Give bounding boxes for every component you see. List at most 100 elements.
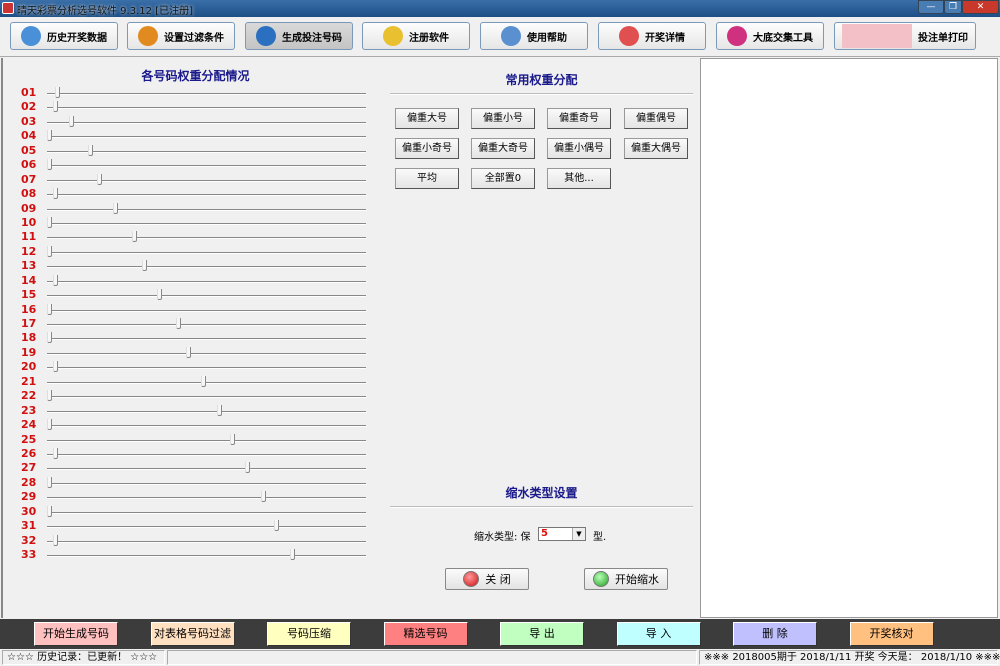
slider-thumb[interactable]: [176, 318, 182, 330]
toolbar-button-5[interactable]: 开奖详情: [598, 22, 706, 50]
weight-slider[interactable]: [47, 410, 366, 413]
preset-button[interactable]: 偏重奇号: [547, 108, 611, 129]
slider-thumb[interactable]: [47, 476, 52, 488]
weight-slider[interactable]: [47, 237, 366, 240]
slider-thumb[interactable]: [53, 534, 59, 546]
slider-thumb[interactable]: [97, 173, 103, 185]
shrink-type-select[interactable]: 5 ▼: [538, 527, 586, 541]
slider-thumb[interactable]: [229, 433, 235, 445]
action-button-1[interactable]: 对表格号码过滤: [150, 622, 235, 646]
preset-button[interactable]: 全部置0: [471, 168, 535, 189]
preset-button[interactable]: 偏重大号: [395, 108, 459, 129]
slider-thumb[interactable]: [261, 491, 267, 503]
action-button-4[interactable]: 导 出: [500, 622, 584, 646]
weight-slider[interactable]: [47, 136, 366, 139]
weight-slider[interactable]: [47, 468, 366, 471]
slider-thumb[interactable]: [113, 202, 119, 214]
weight-slider[interactable]: [47, 439, 366, 442]
action-button-7[interactable]: 开奖核对: [849, 622, 934, 646]
close-button[interactable]: 关 闭: [445, 568, 529, 590]
weight-slider[interactable]: [47, 555, 366, 558]
slider-thumb[interactable]: [69, 115, 75, 127]
slider-thumb[interactable]: [53, 274, 59, 286]
weight-slider[interactable]: [47, 179, 366, 182]
slider-thumb[interactable]: [47, 390, 52, 402]
toolbar-button-3[interactable]: 注册软件: [362, 22, 470, 50]
preset-button[interactable]: 其他...: [547, 168, 611, 189]
preset-button[interactable]: 偏重小奇号: [395, 138, 459, 159]
slider-thumb[interactable]: [289, 549, 295, 561]
weight-slider[interactable]: [47, 511, 366, 514]
action-button-0[interactable]: 开始生成号码: [34, 622, 118, 646]
chevron-down-icon[interactable]: ▼: [572, 528, 585, 540]
slider-thumb[interactable]: [141, 260, 147, 272]
slider-thumb[interactable]: [87, 144, 93, 156]
weight-slider[interactable]: [47, 396, 366, 399]
slider-thumb[interactable]: [47, 303, 52, 315]
slider-thumb[interactable]: [185, 346, 191, 358]
weight-slider[interactable]: [47, 208, 366, 211]
slider-thumb[interactable]: [132, 231, 138, 243]
weight-slider[interactable]: [47, 425, 366, 428]
preset-button[interactable]: 平均: [395, 168, 459, 189]
slider-thumb[interactable]: [53, 361, 59, 373]
toolbar-button-4[interactable]: 使用帮助: [480, 22, 588, 50]
slider-thumb[interactable]: [47, 419, 52, 431]
weight-slider[interactable]: [47, 150, 366, 153]
weight-slider[interactable]: [47, 295, 366, 298]
toolbar-button-6[interactable]: 大底交集工具: [716, 22, 824, 50]
weight-slider[interactable]: [47, 540, 366, 543]
slider-thumb[interactable]: [47, 216, 52, 228]
toolbar-button-2[interactable]: 生成投注号码: [245, 22, 353, 50]
weight-slider[interactable]: [47, 165, 366, 168]
slider-thumb[interactable]: [245, 462, 251, 474]
results-panel[interactable]: [700, 58, 998, 618]
preset-button[interactable]: 偏重小偶号: [547, 138, 611, 159]
weight-slider[interactable]: [47, 497, 366, 500]
preset-button[interactable]: 偏重大偶号: [624, 138, 688, 159]
weight-slider[interactable]: [47, 338, 366, 341]
action-button-3[interactable]: 精选号码: [383, 622, 468, 646]
action-button-5[interactable]: 导 入: [616, 622, 701, 646]
weight-slider[interactable]: [47, 194, 366, 197]
slider-thumb[interactable]: [53, 188, 59, 200]
weight-slider[interactable]: [47, 266, 366, 269]
slider-thumb[interactable]: [47, 130, 52, 142]
minimize-button[interactable]: —: [918, 0, 944, 14]
slider-thumb[interactable]: [157, 289, 163, 301]
slider-thumb[interactable]: [47, 332, 52, 344]
weight-slider[interactable]: [47, 309, 366, 312]
weight-slider[interactable]: [47, 280, 366, 283]
toolbar-button-7[interactable]: 投注单打印: [834, 22, 976, 50]
toolbar-button-1[interactable]: 设置过滤条件: [127, 22, 235, 50]
weight-slider[interactable]: [47, 121, 366, 124]
slider-thumb[interactable]: [201, 375, 207, 387]
slider-thumb[interactable]: [54, 87, 60, 98]
close-window-button[interactable]: ✕: [962, 0, 999, 14]
restore-button[interactable]: ❐: [944, 0, 962, 14]
preset-button[interactable]: 偏重小号: [471, 108, 535, 129]
preset-button[interactable]: 偏重大奇号: [471, 138, 535, 159]
weight-slider[interactable]: [47, 324, 366, 327]
toolbar-button-0[interactable]: 历史开奖数据: [10, 22, 118, 50]
weight-slider[interactable]: [47, 526, 366, 529]
weight-slider[interactable]: [47, 251, 366, 254]
slider-thumb[interactable]: [47, 245, 52, 257]
weight-slider[interactable]: [47, 381, 366, 384]
slider-thumb[interactable]: [217, 404, 223, 416]
weight-slider[interactable]: [47, 222, 366, 225]
weight-slider[interactable]: [47, 107, 366, 110]
weight-slider[interactable]: [47, 454, 366, 456]
weight-slider[interactable]: [47, 352, 366, 355]
slider-thumb[interactable]: [47, 159, 52, 171]
preset-button[interactable]: 偏重偶号: [624, 108, 688, 129]
slider-thumb[interactable]: [273, 520, 279, 532]
action-button-2[interactable]: 号码压缩: [267, 622, 351, 646]
weight-slider[interactable]: [47, 367, 366, 370]
slider-thumb[interactable]: [47, 505, 52, 517]
action-button-6[interactable]: 删 除: [733, 622, 817, 646]
weight-slider[interactable]: [47, 93, 366, 95]
slider-thumb[interactable]: [53, 448, 59, 459]
weight-slider[interactable]: [47, 482, 366, 485]
slider-thumb[interactable]: [53, 101, 59, 113]
